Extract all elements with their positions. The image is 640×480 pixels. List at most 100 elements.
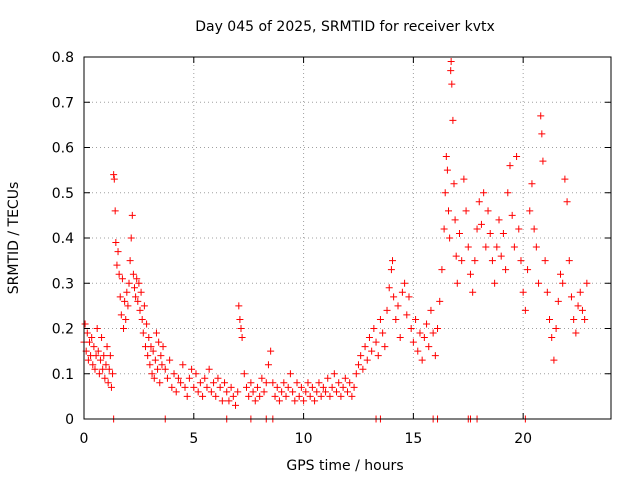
data-point <box>207 388 215 396</box>
data-point <box>502 266 510 274</box>
data-point <box>229 392 237 400</box>
data-point <box>374 352 382 360</box>
data-point <box>140 302 148 310</box>
data-point <box>159 343 167 351</box>
data-point <box>427 306 435 314</box>
data-point <box>183 392 191 400</box>
data-point <box>308 383 316 391</box>
data-point <box>136 306 144 314</box>
data-point <box>124 302 132 310</box>
data-point <box>110 171 118 179</box>
x-tick-label: 0 <box>80 431 89 447</box>
data-point <box>537 112 545 120</box>
data-point <box>324 374 332 382</box>
data-point <box>554 297 562 305</box>
data-point <box>205 365 213 373</box>
x-tick-label: 5 <box>189 431 198 447</box>
data-point <box>311 397 319 405</box>
data-point <box>423 320 431 328</box>
data-point <box>114 248 122 256</box>
data-point <box>146 361 154 369</box>
y-tick-label: 0.1 <box>52 367 74 383</box>
data-point <box>264 361 272 369</box>
data-point <box>238 334 246 342</box>
data-point <box>170 370 178 378</box>
data-point <box>528 180 536 188</box>
data-point <box>289 388 297 396</box>
data-point <box>515 225 523 233</box>
data-point <box>163 374 171 382</box>
data-point <box>118 275 126 283</box>
y-tick-label: 0.7 <box>52 95 74 111</box>
data-point <box>464 243 472 251</box>
y-tick-label: 0 <box>65 412 74 428</box>
data-point <box>339 383 347 391</box>
data-point <box>100 352 108 360</box>
data-point <box>458 257 466 265</box>
data-point <box>115 270 123 278</box>
data-point <box>125 279 133 287</box>
gridlines <box>84 57 611 419</box>
data-point <box>559 279 567 287</box>
data-point <box>158 361 166 369</box>
data-point <box>168 383 176 391</box>
data-point <box>473 225 481 233</box>
data-point <box>174 374 182 382</box>
data-point <box>449 116 457 124</box>
data-point <box>235 302 243 310</box>
chart-title: Day 045 of 2025, SRMTID for receiver kvt… <box>195 19 495 35</box>
data-point <box>237 325 245 332</box>
data-points <box>80 58 591 423</box>
data-point <box>247 379 255 387</box>
data-point <box>293 379 301 387</box>
data-point <box>110 175 118 183</box>
data-point <box>156 379 164 387</box>
data-point <box>291 397 299 405</box>
data-point <box>128 211 136 219</box>
data-point <box>172 388 180 396</box>
data-point <box>441 189 449 197</box>
data-point <box>134 297 142 305</box>
data-point <box>148 370 156 378</box>
data-point <box>106 352 114 360</box>
data-point <box>504 189 512 197</box>
data-point <box>333 388 341 396</box>
data-point <box>396 334 404 342</box>
data-point <box>137 288 145 296</box>
data-point <box>475 198 483 206</box>
data-point <box>121 297 129 305</box>
data-point <box>460 175 468 183</box>
data-point <box>269 379 277 387</box>
data-point <box>262 379 270 387</box>
data-point <box>414 347 422 355</box>
data-point <box>302 388 310 396</box>
data-point <box>354 361 362 369</box>
data-point <box>539 157 547 165</box>
data-point <box>357 352 365 360</box>
data-point <box>271 392 279 400</box>
data-point <box>513 153 521 161</box>
data-point <box>350 383 358 391</box>
data-point <box>123 288 131 296</box>
data-point <box>471 257 479 265</box>
data-point <box>154 365 162 373</box>
data-point <box>541 257 549 265</box>
data-point <box>546 315 554 323</box>
data-point <box>313 388 321 396</box>
data-point <box>286 370 294 378</box>
data-point <box>425 343 433 351</box>
data-point <box>95 370 103 378</box>
data-point <box>152 329 160 337</box>
y-tick-label: 0.4 <box>52 231 74 247</box>
data-point <box>337 392 345 400</box>
data-point <box>201 374 209 382</box>
data-point <box>491 279 499 287</box>
data-point <box>530 225 538 233</box>
data-point <box>440 225 448 233</box>
data-point <box>150 374 158 382</box>
data-point <box>407 325 415 332</box>
data-point <box>181 383 189 391</box>
data-point <box>480 189 488 197</box>
data-point <box>284 383 292 391</box>
y-tick-label: 0.2 <box>52 322 74 338</box>
